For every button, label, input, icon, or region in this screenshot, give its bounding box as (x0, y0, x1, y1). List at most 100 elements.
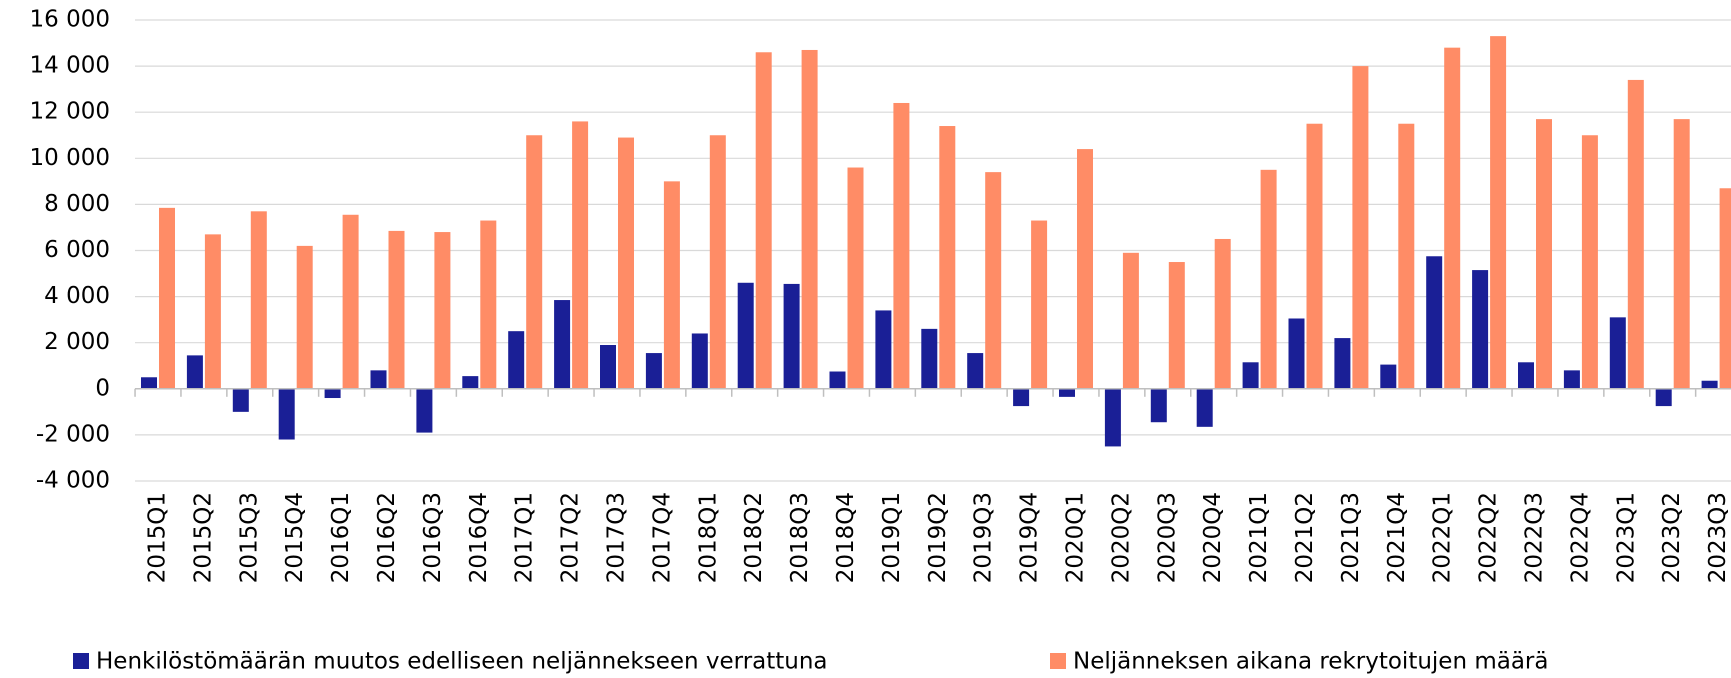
bar (370, 370, 387, 389)
x-tick-label: 2019Q3 (971, 492, 997, 583)
bar (618, 137, 634, 389)
y-tick-label: 8 000 (44, 191, 110, 217)
bar (755, 52, 772, 389)
y-tick-label: 2 000 (44, 329, 110, 355)
x-tick-label: 2021Q1 (1246, 492, 1272, 583)
bar (737, 282, 754, 389)
bar (1701, 380, 1718, 389)
bar (342, 214, 359, 389)
bar (462, 376, 479, 389)
bar (939, 126, 956, 389)
x-tick-label: 2020Q3 (1154, 492, 1180, 583)
bar (572, 121, 589, 389)
x-tick-label: 2018Q2 (741, 492, 767, 583)
bar (1398, 123, 1415, 389)
bar (1150, 388, 1167, 423)
bar (1242, 362, 1259, 389)
bar (893, 102, 910, 389)
bar (186, 355, 203, 389)
x-tick-label: 2023Q2 (1659, 492, 1685, 583)
bar (141, 377, 157, 389)
legend-swatch (73, 653, 89, 669)
bar (1581, 135, 1598, 389)
bar (508, 331, 525, 389)
bar (1627, 79, 1644, 389)
bar (1288, 318, 1305, 389)
bar (204, 234, 221, 389)
bar (691, 333, 708, 389)
x-tick-label: 2021Q3 (1338, 492, 1364, 583)
bar (663, 181, 680, 389)
bar (526, 135, 543, 389)
x-tick-label: 2016Q4 (466, 492, 492, 583)
bar (434, 232, 451, 389)
x-tick-label: 2023Q1 (1613, 492, 1639, 583)
x-tick-label: 2021Q2 (1292, 492, 1318, 583)
bar (554, 300, 571, 389)
x-tick-label: 2015Q3 (236, 492, 262, 583)
x-tick-label: 2017Q3 (604, 492, 630, 583)
legend-label: Henkilöstömäärän muutos edelliseen neljä… (96, 649, 828, 675)
y-tick-label: 0 (95, 375, 110, 401)
bar (296, 245, 313, 389)
bar (1444, 47, 1461, 389)
bar (1077, 149, 1093, 389)
bar (600, 345, 616, 389)
x-tick-label: 2022Q1 (1430, 492, 1456, 583)
bar (1380, 364, 1397, 389)
bar (1609, 317, 1626, 389)
bar (1122, 252, 1139, 389)
bar (1536, 119, 1552, 389)
legend-label: Neljänneksen aikana rekrytoitujen määrä (1073, 649, 1549, 675)
bar (1518, 362, 1534, 389)
y-tick-label: 6 000 (44, 237, 110, 263)
bar (1673, 119, 1690, 389)
x-tick-label: 2015Q1 (145, 492, 171, 583)
bar (324, 388, 341, 399)
bar (1334, 338, 1351, 389)
x-tick-label: 2022Q2 (1476, 492, 1502, 583)
bar (480, 220, 497, 389)
x-tick-label: 2016Q3 (420, 492, 446, 583)
bar (1490, 36, 1507, 389)
x-tick-label: 2016Q1 (328, 492, 354, 583)
x-tick-label: 2020Q1 (1063, 492, 1089, 583)
x-tick-label: 2022Q4 (1567, 492, 1593, 583)
x-tick-label: 2018Q1 (695, 492, 721, 583)
bar (416, 388, 433, 433)
bar (921, 328, 938, 389)
bar (1260, 169, 1277, 389)
bar (645, 353, 662, 389)
y-tick-label: 4 000 (44, 283, 110, 309)
x-tick-label: 2018Q3 (787, 492, 813, 583)
x-tick-label: 2017Q2 (558, 492, 584, 583)
x-tick-label: 2023Q3 (1705, 492, 1731, 583)
bar (1655, 388, 1672, 407)
bar (159, 207, 175, 389)
bar (1013, 388, 1030, 407)
bar (829, 371, 846, 389)
bar (709, 135, 726, 389)
x-tick-label: 2019Q1 (879, 492, 905, 583)
bar (1426, 256, 1443, 389)
bar (847, 167, 864, 389)
bar (1059, 388, 1075, 397)
bar (232, 388, 249, 412)
x-tick-label: 2021Q4 (1384, 492, 1410, 583)
bar (1352, 66, 1369, 389)
bar (1168, 262, 1185, 389)
x-tick-label: 2015Q2 (190, 492, 216, 583)
x-tick-label: 2020Q4 (1200, 492, 1226, 583)
bar (1306, 123, 1323, 389)
bar (1472, 270, 1489, 389)
x-tick-label: 2017Q1 (512, 492, 538, 583)
x-tick-label: 2022Q3 (1522, 492, 1548, 583)
y-tick-label: -2 000 (36, 421, 110, 447)
x-tick-label: 2016Q2 (374, 492, 400, 583)
bar (1214, 238, 1231, 389)
bar (967, 353, 984, 389)
y-tick-label: 16 000 (30, 7, 110, 33)
bar (783, 283, 800, 389)
x-tick-label: 2015Q4 (282, 492, 308, 583)
